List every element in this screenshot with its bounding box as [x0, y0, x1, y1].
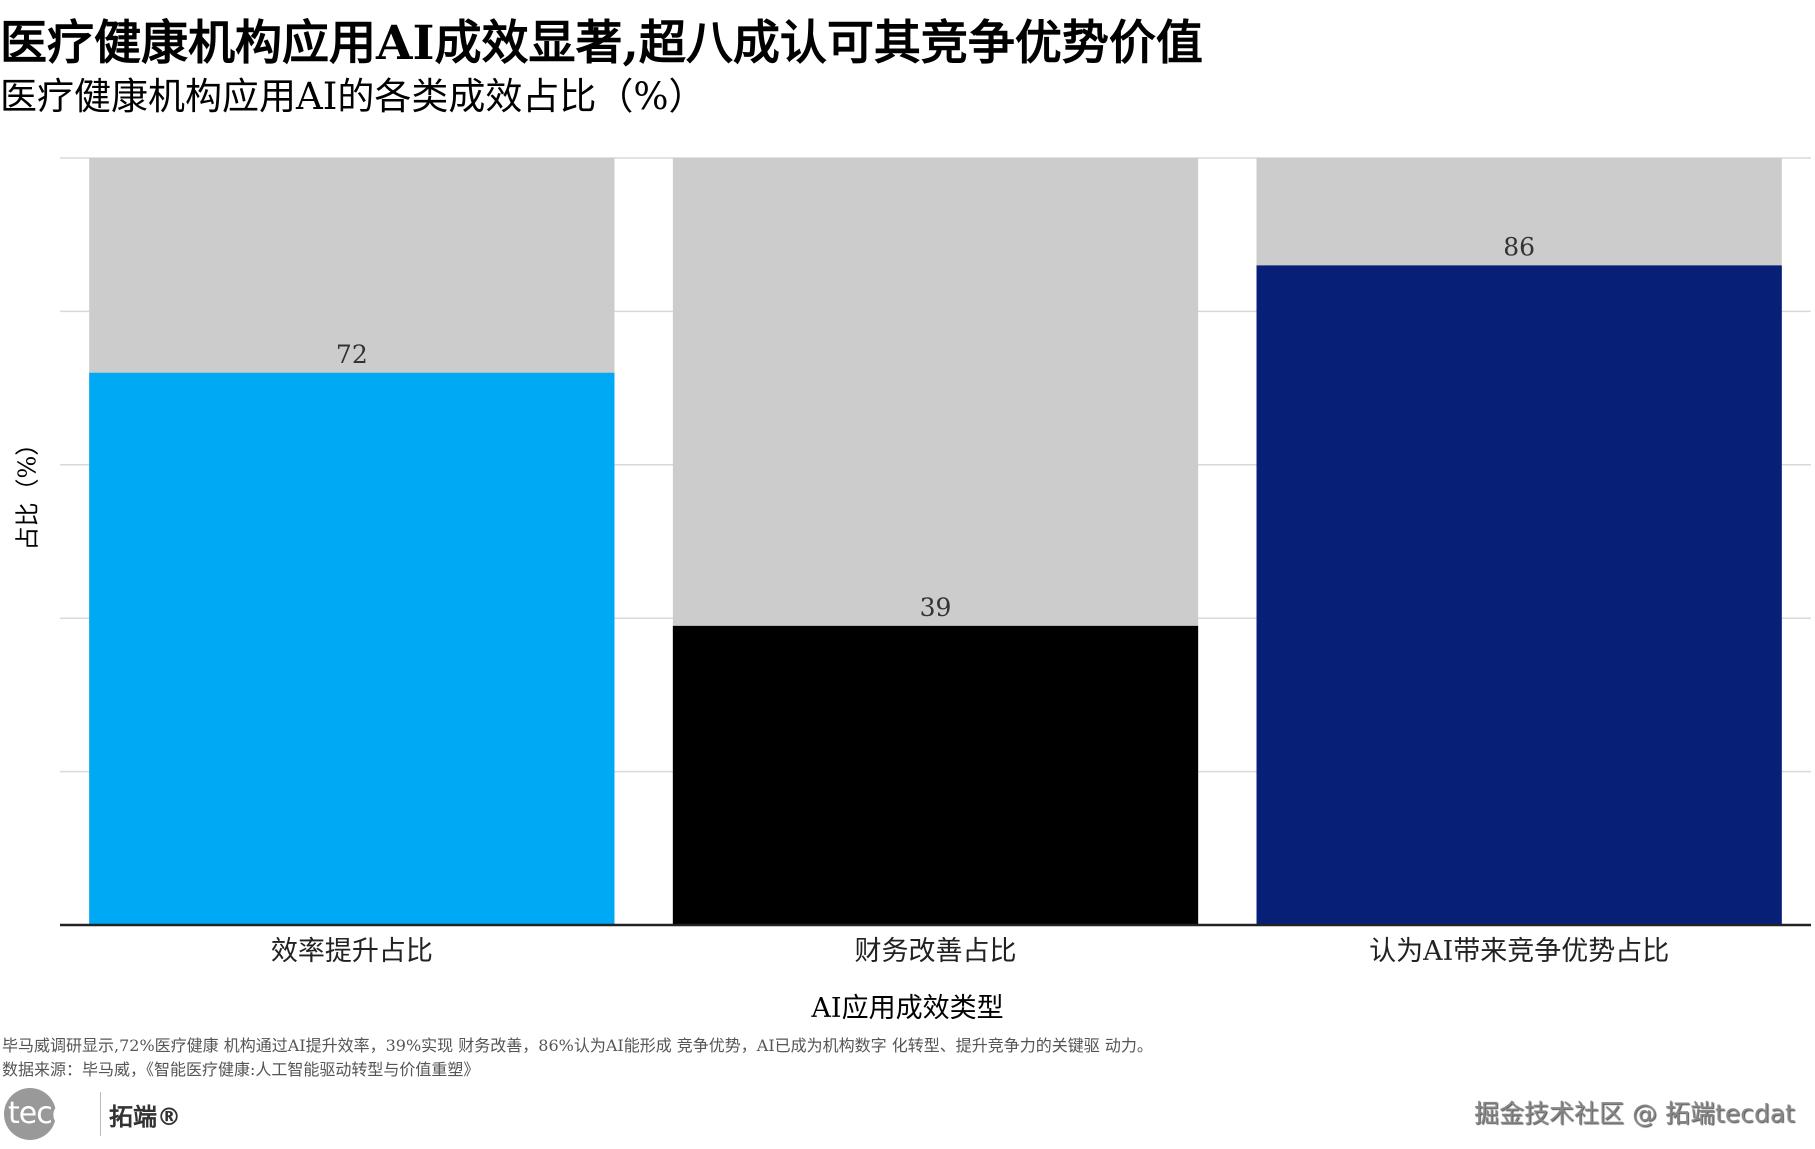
footnote: 毕马威调研显示,72%医疗健康 机构通过AI提升效率，39%实现 财务改善，86…: [2, 1036, 1153, 1055]
logo-divider: [100, 1092, 101, 1136]
data-label: 72: [336, 340, 368, 369]
bar: [672, 625, 1199, 925]
x-tick-label: 认为AI带来竞争优势占比: [1369, 936, 1669, 967]
data-label: 39: [920, 593, 952, 622]
source-note: 数据来源：毕马威，《智能医疗健康:人工智能驱动转型与价值重塑》: [2, 1060, 480, 1079]
bar: [1256, 265, 1782, 925]
logo-text: tecdat: [8, 1096, 99, 1131]
tecdat-logo: tecdat 拓端®: [4, 1088, 181, 1140]
chart-subtitle: 医疗健康机构应用AI的各类成效占比（%）: [0, 75, 706, 118]
logo-cn: 拓端®: [109, 1102, 181, 1131]
x-axis-title: AI应用成效类型: [811, 993, 1004, 1024]
watermark: 掘金技术社区 @ 拓端tecdat: [1474, 1099, 1795, 1128]
x-tick-label: 财务改善占比: [855, 936, 1017, 967]
chart-title: 医疗健康机构应用AI成效显著,超八成认可其竞争优势价值: [0, 16, 1203, 71]
data-label: 86: [1503, 232, 1535, 261]
logo-circle-icon: tecdat: [4, 1088, 99, 1140]
y-axis-label: 占比（%）: [13, 431, 42, 551]
bar: [89, 372, 615, 925]
x-tick-label: 效率提升占比: [271, 936, 433, 967]
